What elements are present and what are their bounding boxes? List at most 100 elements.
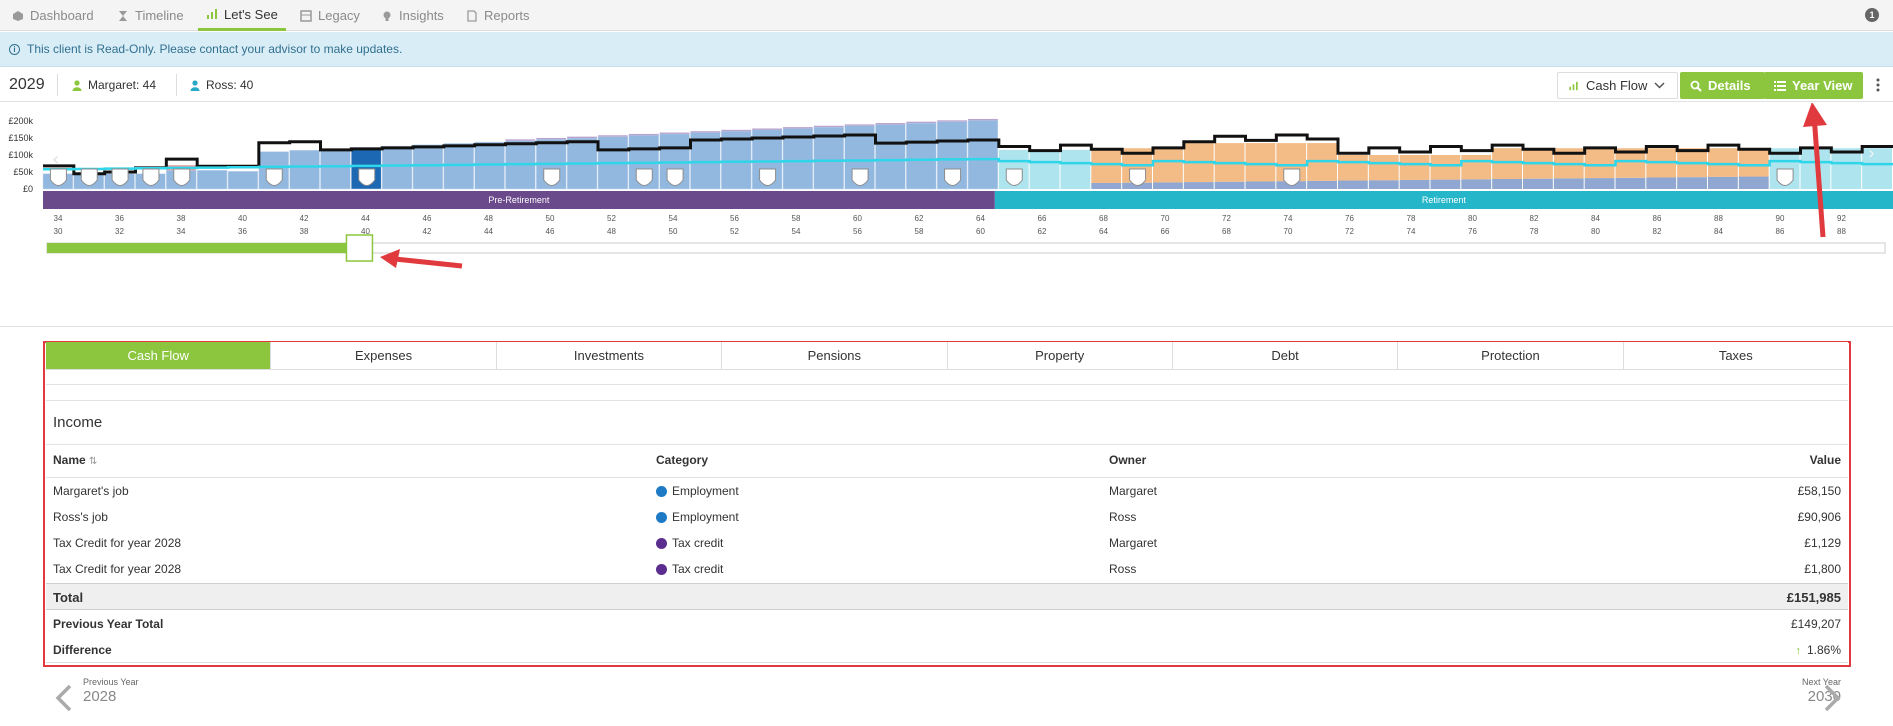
- tab-property[interactable]: Property: [947, 342, 1173, 369]
- tab-investments[interactable]: Investments: [496, 342, 723, 369]
- more-options-icon[interactable]: [1873, 77, 1883, 93]
- event-marker-icon[interactable]: [1283, 168, 1301, 186]
- retirement-income-bar[interactable]: [1461, 179, 1492, 189]
- event-marker-icon[interactable]: [759, 168, 777, 186]
- retirement-income-bar[interactable]: [1708, 176, 1738, 189]
- retirement-income-bar[interactable]: [1153, 182, 1183, 189]
- income-bar[interactable]: [412, 144, 444, 190]
- event-marker-icon[interactable]: [666, 168, 684, 186]
- income-bar[interactable]: [967, 120, 999, 190]
- retirement-income-bar[interactable]: [1368, 180, 1399, 189]
- retirement-income-bar[interactable]: [1091, 182, 1122, 189]
- event-marker-icon[interactable]: [49, 168, 67, 186]
- event-marker-icon[interactable]: [1776, 168, 1794, 186]
- retirement-income-bar[interactable]: [1492, 179, 1522, 189]
- nav-lets-see[interactable]: Let's See: [198, 0, 286, 31]
- event-marker-icon[interactable]: [111, 168, 129, 186]
- timeline-handle[interactable]: [345, 234, 374, 262]
- chart-left-arrow-icon[interactable]: ‹: [52, 149, 59, 170]
- event-marker-icon[interactable]: [635, 168, 653, 186]
- income-bar[interactable]: [381, 145, 413, 190]
- age-label-ross: 44: [484, 227, 493, 236]
- col-name-header[interactable]: Name ⇅: [53, 453, 97, 467]
- income-bar[interactable]: [196, 170, 228, 190]
- event-marker-icon[interactable]: [543, 168, 561, 186]
- col-category-header: Category: [656, 453, 709, 467]
- tab-pensions[interactable]: Pensions: [722, 342, 948, 369]
- retirement-income-bar[interactable]: [1430, 179, 1461, 189]
- person-icon: [190, 79, 200, 91]
- income-bar[interactable]: [289, 149, 320, 190]
- tab-expenses[interactable]: Expenses: [271, 342, 497, 369]
- age-label-margaret: 86: [1653, 214, 1662, 223]
- view-select[interactable]: Cash Flow: [1557, 72, 1678, 99]
- retirement-income-bar[interactable]: [1646, 177, 1677, 189]
- age-label-margaret: 50: [546, 214, 555, 223]
- tab-protection[interactable]: Protection: [1398, 342, 1624, 369]
- retirement-income-bar[interactable]: [1523, 178, 1553, 189]
- surplus-bar: [567, 136, 597, 138]
- event-marker-icon[interactable]: [173, 168, 191, 186]
- retirement-income-bar[interactable]: [1307, 180, 1337, 189]
- previous-year-link[interactable]: Previous Year 2028: [83, 677, 139, 705]
- event-marker-icon[interactable]: [358, 168, 376, 186]
- retirement-income-bar[interactable]: [1183, 182, 1214, 189]
- income-bar[interactable]: [1831, 148, 1862, 189]
- retirement-income-bar[interactable]: [1338, 180, 1368, 189]
- info-icon: i: [9, 43, 20, 55]
- cashflow-chart-svg[interactable]: £200k £150k £100k £50k £0 Pre-Retirement Retir…: [0, 103, 1893, 328]
- event-marker-icon[interactable]: [944, 168, 962, 186]
- retirement-income-bar[interactable]: [1553, 178, 1584, 189]
- nav-dashboard[interactable]: Dashboard: [12, 0, 94, 31]
- nav-insights[interactable]: Insights: [381, 0, 444, 31]
- age-label-margaret: 56: [730, 214, 739, 223]
- income-bar[interactable]: [782, 128, 814, 190]
- income-bar[interactable]: [1029, 149, 1060, 189]
- retirement-income-bar[interactable]: [1615, 177, 1646, 189]
- income-bar[interactable]: [1060, 149, 1091, 189]
- notification-badge[interactable]: 1: [1865, 8, 1879, 22]
- nav-reports[interactable]: Reports: [466, 0, 530, 31]
- retirement-income-bar[interactable]: [1245, 181, 1276, 189]
- retirement-income-bar[interactable]: [1677, 177, 1707, 189]
- row-category: Employment: [656, 510, 739, 524]
- year-view-button[interactable]: Year View: [1764, 72, 1863, 99]
- shortfall-bar: [1245, 143, 1276, 182]
- income-bar[interactable]: [227, 171, 259, 190]
- chart-right-arrow-icon[interactable]: ›: [1868, 143, 1875, 164]
- event-marker-icon[interactable]: [1005, 168, 1023, 186]
- nav-legacy[interactable]: Legacy: [300, 0, 360, 31]
- income-bar[interactable]: [751, 129, 783, 190]
- income-bar[interactable]: [690, 132, 721, 190]
- income-bar[interactable]: [906, 122, 937, 190]
- retirement-income-bar[interactable]: [1584, 178, 1615, 189]
- age-label-ross: 42: [423, 227, 432, 236]
- tab-cash-flow[interactable]: Cash Flow: [46, 342, 272, 369]
- retirement-income-bar[interactable]: [1399, 179, 1430, 189]
- surplus-bar: [505, 139, 536, 141]
- event-marker-icon[interactable]: [1129, 168, 1147, 186]
- previous-year-chevron-icon[interactable]: [52, 683, 76, 713]
- income-bar[interactable]: [320, 148, 351, 190]
- shortfall-bar: [1461, 155, 1492, 180]
- income-bar[interactable]: [1862, 148, 1892, 189]
- event-marker-icon[interactable]: [265, 168, 283, 186]
- event-marker-icon[interactable]: [142, 168, 160, 186]
- plan-header: 2029 Margaret: 44 Ross: 40 Cash Flow Det…: [0, 68, 1893, 102]
- age-label-ross: 40: [361, 227, 370, 236]
- table-row: Ross's job Employment Ross £90,906: [46, 504, 1848, 530]
- event-marker-icon[interactable]: [851, 168, 869, 186]
- next-year-chevron-icon[interactable]: [1820, 683, 1844, 713]
- person-margaret-label: Margaret: 44: [88, 78, 157, 92]
- nav-timeline[interactable]: Timeline: [117, 0, 184, 31]
- details-button[interactable]: Details: [1680, 72, 1765, 99]
- difference-value: 1.86%: [1806, 643, 1841, 657]
- income-bar[interactable]: [443, 143, 474, 190]
- tab-taxes[interactable]: Taxes: [1623, 342, 1848, 369]
- income-bar[interactable]: [875, 124, 906, 190]
- event-marker-icon[interactable]: [80, 168, 98, 186]
- retirement-income-bar[interactable]: [1738, 176, 1769, 189]
- retirement-income-bar[interactable]: [1214, 181, 1245, 189]
- income-bar[interactable]: [721, 130, 752, 190]
- tab-debt[interactable]: Debt: [1172, 342, 1399, 369]
